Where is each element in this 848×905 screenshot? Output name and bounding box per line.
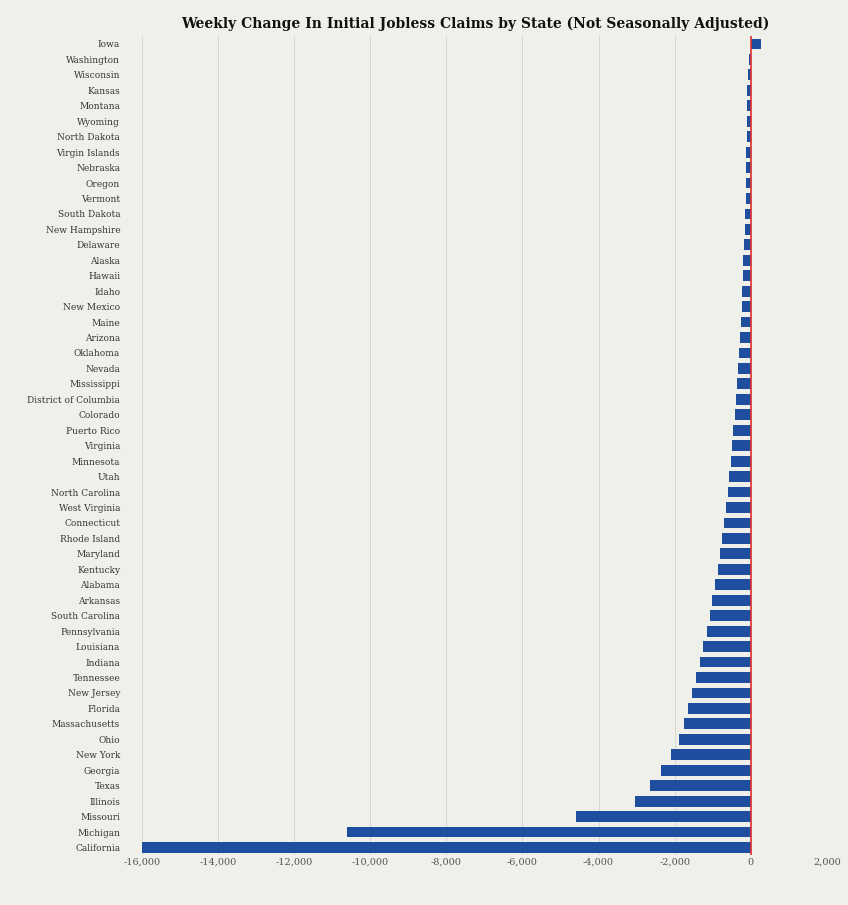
Bar bbox=[730, 456, 750, 467]
Bar bbox=[749, 54, 750, 65]
Bar bbox=[744, 240, 750, 250]
Bar bbox=[746, 177, 750, 188]
Title: Weekly Change In Initial Jobless Claims by State (Not Seasonally Adjusted): Weekly Change In Initial Jobless Claims … bbox=[181, 16, 769, 31]
Bar bbox=[720, 548, 750, 559]
Bar bbox=[703, 642, 750, 652]
Bar bbox=[747, 116, 750, 127]
Bar bbox=[693, 688, 750, 699]
Bar bbox=[724, 518, 750, 529]
Bar bbox=[576, 811, 750, 822]
Bar bbox=[700, 657, 750, 668]
Bar bbox=[348, 826, 750, 837]
Bar bbox=[710, 610, 750, 621]
Bar bbox=[746, 147, 750, 157]
Bar bbox=[737, 378, 750, 389]
Bar bbox=[743, 271, 750, 281]
Bar bbox=[679, 734, 750, 745]
Bar bbox=[684, 719, 750, 729]
Bar bbox=[746, 162, 750, 173]
Bar bbox=[729, 472, 750, 482]
Bar bbox=[671, 749, 750, 760]
Bar bbox=[728, 487, 750, 498]
Bar bbox=[745, 208, 750, 219]
Bar bbox=[748, 70, 750, 81]
Bar bbox=[746, 131, 750, 142]
Bar bbox=[742, 301, 750, 312]
Bar bbox=[739, 348, 750, 358]
Bar bbox=[744, 255, 750, 266]
Bar bbox=[734, 409, 750, 420]
Bar bbox=[717, 564, 750, 575]
Bar bbox=[738, 363, 750, 374]
Bar bbox=[706, 625, 750, 636]
Bar bbox=[634, 795, 750, 806]
Bar bbox=[739, 332, 750, 343]
Bar bbox=[745, 224, 750, 234]
Bar bbox=[747, 85, 750, 96]
Bar bbox=[142, 842, 750, 853]
Bar bbox=[715, 579, 750, 590]
Bar bbox=[732, 441, 750, 451]
Bar bbox=[742, 286, 750, 297]
Bar bbox=[734, 424, 750, 435]
Bar bbox=[696, 672, 750, 683]
Bar bbox=[689, 703, 750, 714]
Bar bbox=[650, 780, 750, 791]
Bar bbox=[741, 317, 750, 328]
Bar bbox=[722, 533, 750, 544]
Bar bbox=[736, 394, 750, 405]
Bar bbox=[712, 595, 750, 605]
Bar bbox=[726, 502, 750, 513]
Bar bbox=[745, 193, 750, 204]
Bar bbox=[750, 39, 762, 50]
Bar bbox=[661, 765, 750, 776]
Bar bbox=[747, 100, 750, 111]
